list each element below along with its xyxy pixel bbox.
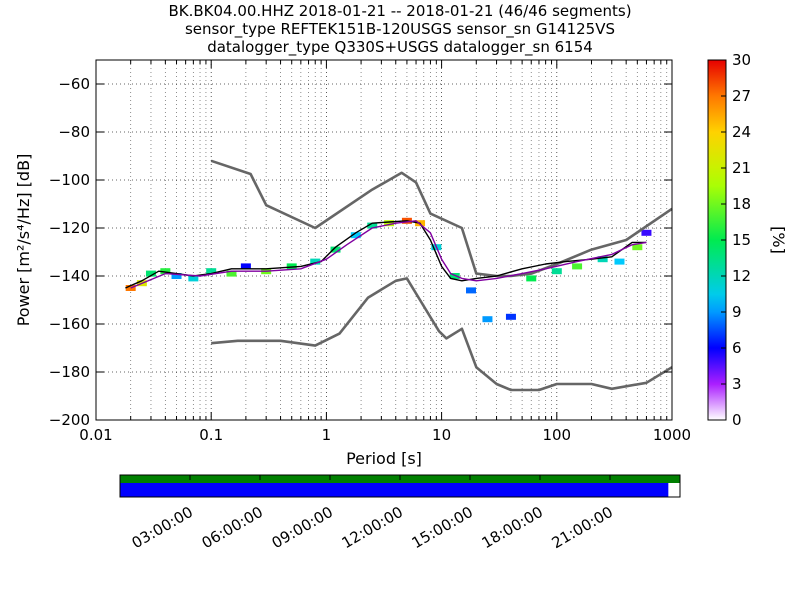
grid — [95, 60, 672, 421]
title-line-2: sensor_type REFTEK151B-120USGS sensor_sn… — [184, 20, 616, 38]
density-cell — [384, 220, 395, 227]
noise-model-low — [211, 277, 673, 392]
density-cell — [330, 246, 341, 253]
percentile-curve — [130, 220, 647, 289]
x-tick-label: 100 — [542, 426, 571, 444]
colorbar-tick-label: 30 — [732, 51, 751, 69]
colorbar-tick-label: 18 — [732, 195, 751, 213]
x-tick-label: 0.1 — [199, 426, 223, 444]
mean-curve — [125, 220, 647, 289]
colorbar-tick-label: 0 — [732, 411, 742, 429]
y-tick-label: −100 — [49, 171, 90, 189]
data-coverage-bar — [120, 483, 669, 497]
colorbar-tick-label: 15 — [732, 231, 751, 249]
x-tick-label: 10 — [432, 426, 451, 444]
y-tick-label: −180 — [49, 363, 90, 381]
density-cell — [551, 268, 562, 275]
density-cell — [572, 263, 583, 270]
timeline-tick-label: 09:00:00 — [269, 503, 336, 552]
density-cell — [367, 222, 378, 229]
colorbar-tick-label: 24 — [732, 123, 751, 141]
noise-model-high — [210, 159, 673, 278]
density-cell — [226, 270, 237, 277]
timeline-tick-label: 21:00:00 — [549, 503, 616, 552]
density-cell — [188, 275, 199, 282]
y-axis-label: Power [m²/s⁴/Hz] [dB] — [14, 154, 33, 327]
density-cell — [505, 313, 516, 320]
density-cell — [632, 244, 643, 251]
timeline-tick-label: 15:00:00 — [409, 503, 476, 552]
x-axis-label: Period [s] — [346, 449, 422, 468]
colorbar-tick-label: 12 — [732, 267, 751, 285]
density-cell — [125, 285, 136, 291]
timeline-tick-label: 18:00:00 — [479, 503, 546, 552]
colorbar-label: [%] — [769, 226, 788, 254]
timeline-tick-label: 03:00:00 — [129, 503, 196, 552]
density-cell — [160, 268, 171, 275]
colorbar-tick-label: 9 — [732, 303, 742, 321]
title-line-3: datalogger_type Q330S+USGS datalogger_sn… — [207, 38, 593, 56]
y-tick-label: −160 — [49, 315, 90, 333]
density-cell — [482, 316, 493, 323]
colorbar-tick-label: 27 — [732, 87, 751, 105]
density-cell — [641, 229, 652, 236]
density-cell — [310, 258, 321, 265]
density-cell — [171, 273, 182, 279]
colorbar-tick-label: 3 — [732, 375, 742, 393]
density-cell — [526, 275, 537, 282]
density-cell — [240, 263, 251, 270]
colorbar-tick-label: 21 — [732, 159, 751, 177]
colorbar-tick-label: 6 — [732, 339, 742, 357]
y-tick-label: −140 — [49, 267, 90, 285]
y-tick-label: −60 — [58, 75, 90, 93]
timeline-tick-label: 12:00:00 — [339, 503, 406, 552]
title-line-1: BK.BK04.00.HHZ 2018-01-21 -- 2018-01-21 … — [168, 2, 632, 20]
density-cells — [125, 217, 652, 323]
density-cell — [350, 232, 361, 239]
density-cell — [145, 270, 156, 277]
y-tick-label: −120 — [49, 219, 90, 237]
plot-frame — [95, 59, 673, 421]
timeline-tick-label: 06:00:00 — [199, 503, 266, 552]
x-ticks — [95, 60, 668, 420]
y-tick-label: −200 — [49, 411, 90, 429]
density-cell — [614, 258, 625, 265]
x-tick-label: 1 — [322, 426, 332, 444]
x-tick-label: 0.01 — [79, 426, 112, 444]
density-cell — [597, 256, 608, 263]
y-tick-label: −80 — [58, 123, 90, 141]
density-cell — [466, 287, 477, 294]
density-cell — [206, 268, 217, 275]
x-tick-label: 1000 — [653, 426, 691, 444]
